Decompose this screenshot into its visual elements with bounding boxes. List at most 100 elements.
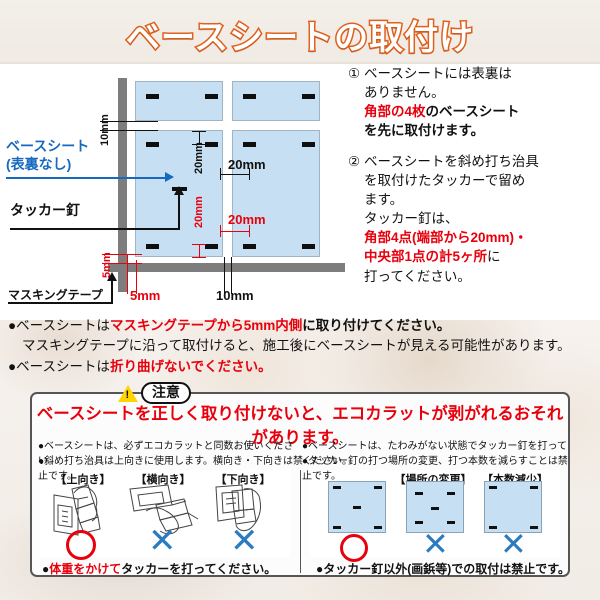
mark-circle-correct-pattern	[340, 534, 368, 562]
pattern-staple	[353, 506, 361, 509]
label-base-sheet-main: ベースシート	[6, 138, 90, 154]
pattern-footer-note: ●タッカー釘以外(画鋲等)での取付は禁止です。	[316, 562, 571, 576]
staple-mark	[146, 244, 159, 249]
dim-line-20mm-h-bottom	[220, 231, 250, 232]
dim-tick-20mm-h-top-l	[220, 168, 221, 180]
masking-tape-horizontal	[108, 263, 345, 272]
leader-line-masking-v	[111, 280, 113, 304]
pattern-staple	[530, 486, 538, 489]
staple-mark	[205, 94, 218, 99]
pattern-staple	[374, 526, 382, 529]
pattern-square-count-reduced	[484, 481, 542, 533]
bullet-note-main: ●ベースシートはマスキングテープから5mm内側に取り付けてください。	[8, 316, 594, 336]
dim-line-5mm-v-bot	[102, 263, 142, 264]
instruction-number: ②	[348, 153, 361, 169]
instruction-line: ベースシートには表裏は	[364, 64, 596, 83]
pattern-staple	[333, 486, 341, 489]
pattern-staple	[530, 526, 538, 529]
caution-note-left-1: ●ベースシートは、必ずエコカラットと同数お使いください。	[38, 441, 294, 467]
leader-arrow-tacker	[174, 186, 184, 195]
pattern-staple	[333, 526, 341, 529]
illustration-tacker-sideways	[129, 484, 199, 535]
instruction-line: を先に取付けます。	[364, 121, 596, 140]
bullet-note: ●ベースシートは折り曲げないでください。	[8, 357, 594, 377]
dim-tick-20mm-h-bottom-r	[249, 225, 250, 237]
mark-cross-sideways: ✕	[148, 522, 177, 560]
caution-column-divider	[300, 470, 301, 573]
text-run: マスキングテープから5mm内側	[109, 318, 303, 333]
label-tacker-nail: タッカー釘	[10, 202, 80, 218]
pattern-staple	[489, 526, 497, 529]
dim-line-5mm-h-vert2	[136, 260, 137, 294]
page-title: ベースシートの取付け	[124, 18, 475, 59]
bullet-glyph: ●	[8, 358, 17, 374]
leader-arrow-base-sheet	[165, 172, 174, 182]
base-sheet-tile	[232, 130, 320, 257]
dim-line-10mm-top-upper	[100, 121, 158, 122]
instruction-item: ① ベースシートには表裏は ありません。 角部の4枚のベースシート を先に取付けます。	[348, 64, 596, 141]
pattern-staple	[415, 521, 423, 524]
mark-cross-count-reduced: ✕	[500, 526, 527, 562]
caution-note-right-1: ●ベースシートは、たわみがない状態でタッカー釘を打ってください。	[302, 441, 568, 467]
installation-diagram: 10mm ベースシート (表裏なし) タッカー釘 20mm 20mm 20mm	[0, 64, 345, 304]
instruction-list: ① ベースシートには表裏は ありません。 角部の4枚のベースシート を先に取付けます。 ②…	[348, 64, 596, 297]
text-run: 中央部1点の計5ヶ所	[364, 249, 488, 265]
instruction-line: ありません。	[364, 83, 596, 102]
text-run: のベースシート	[425, 104, 520, 120]
warning-triangle-icon	[118, 384, 138, 402]
instruction-line: 中央部1点の計5ヶ所に	[364, 247, 596, 266]
instruction-line: ます。	[364, 190, 596, 209]
instruction-line: タッカー釘は、	[364, 209, 596, 228]
instruction-line: 角部4点(端部から20mm)・	[364, 228, 596, 247]
dim-line-20mm-h-top	[220, 174, 250, 175]
pattern-staple	[489, 486, 497, 489]
photo-background-top	[0, 0, 600, 70]
leader-arrow-masking	[107, 272, 117, 281]
instruction-body: ベースシートには表裏は ありません。 角部の4枚のベースシート を先に取付けます。	[364, 64, 596, 141]
text-run: 角部の4枚	[364, 104, 426, 120]
text-run: 打ってください。	[364, 268, 471, 284]
pattern-staple	[374, 486, 382, 489]
orientation-footer-red: 体重をかけて	[49, 562, 122, 576]
staple-mark	[205, 244, 218, 249]
label-base-sheet-sub: (表裏なし)	[6, 155, 72, 172]
dim-tick-20mm-h-top-r	[249, 168, 250, 180]
dim-label-20mm-v-bottom: 20mm	[193, 196, 205, 228]
text-run: を先に取付けます。	[364, 123, 485, 139]
instruction-body: ベースシートを斜め打ち治具 を取付けたタッカーで留め ます。 タッカー釘は、 角部4点(…	[364, 152, 596, 286]
staple-mark	[146, 142, 159, 147]
dim-tick-20mm-h-bottom-l	[220, 225, 221, 237]
staple-mark	[205, 142, 218, 147]
text-run: ありません。	[364, 85, 445, 101]
dim-line-20mm-v-bottom-stem	[199, 244, 200, 258]
text-run: を取付けたタッカーで留め	[364, 172, 526, 188]
dim-line-10mm-bottom-l	[224, 257, 225, 294]
dim-label-10mm-top: 10mm	[99, 114, 111, 146]
instruction-line: 角部の4枚のベースシート	[364, 102, 596, 121]
label-masking-tape: マスキングテープ	[8, 288, 103, 302]
orientation-footer-bullet: ●	[42, 562, 50, 576]
staple-mark	[243, 244, 256, 249]
staple-mark	[302, 142, 315, 147]
caution-headline: ベースシートを正しく取り付けないと、エコカラットが剥がれるおそれがあります。	[36, 405, 564, 447]
orientation-caption-down: 【下向き】	[215, 474, 271, 486]
text-run: ます。	[364, 191, 404, 207]
text-run: ベースシートは	[16, 318, 110, 333]
illustration-tacker-downward	[215, 484, 261, 532]
text-run: に取り付けてください。	[302, 318, 451, 333]
base-sheet-tile	[232, 81, 320, 121]
dim-label-5mm-h: 5mm	[130, 288, 161, 303]
dim-line-10mm-top-lower	[100, 130, 158, 131]
text-run: に	[487, 249, 501, 265]
orientation-footer-rest: タッカーを打ってください。	[121, 562, 277, 576]
label-base-sheet: ベースシート (表裏なし)	[6, 138, 89, 173]
pattern-staple	[431, 507, 439, 510]
staple-mark	[243, 142, 256, 147]
text-run: タッカー釘は、	[364, 211, 459, 227]
bullet-notes: ●ベースシートはマスキングテープから5mm内側に取り付けてください。 マスキングテ…	[8, 316, 594, 377]
text-run: ベースシートには表裏は	[364, 66, 512, 81]
instruction-line: 打ってください。	[364, 267, 596, 286]
dim-label-20mm-h-bottom: 20mm	[228, 212, 266, 227]
bullet-note-sub: マスキングテープに沿って取付けると、施工後にベースシートが見える可能性があります…	[22, 338, 571, 354]
